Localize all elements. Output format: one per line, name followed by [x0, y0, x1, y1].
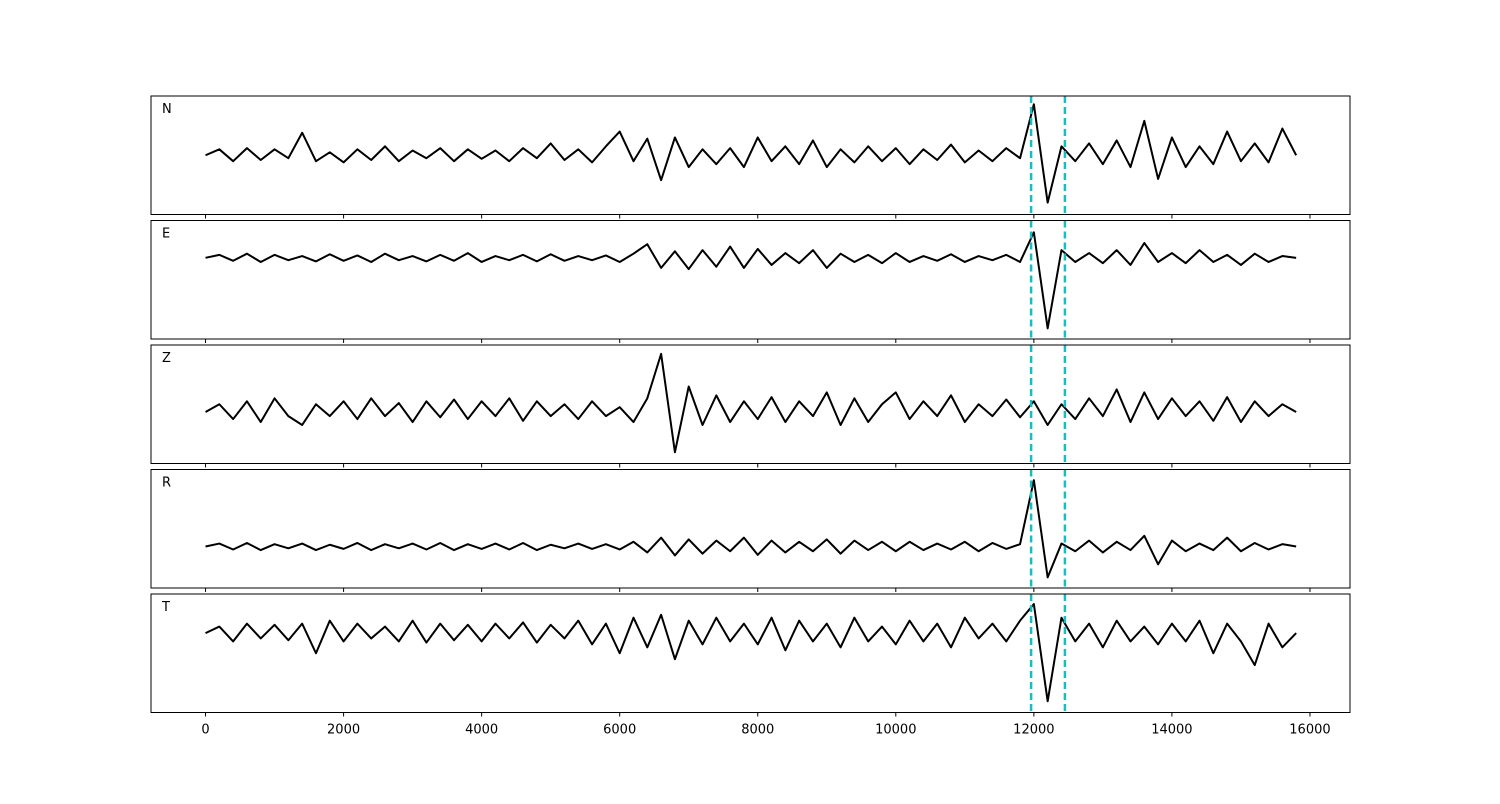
axes-frame — [150, 95, 1351, 215]
axes-frame — [150, 220, 1351, 340]
trace — [205, 231, 1297, 330]
panel-label: N — [162, 102, 172, 117]
x-tick-label: 6000 — [603, 723, 636, 738]
panel-label: Z — [162, 351, 171, 366]
trace — [205, 103, 1298, 204]
trace — [205, 603, 1297, 703]
x-tick-label: 4000 — [465, 723, 498, 738]
panel-label: R — [162, 476, 171, 491]
x-tick-label: 14000 — [1151, 723, 1192, 738]
axes-frame — [150, 344, 1351, 464]
axes-frame — [150, 469, 1351, 589]
x-tick-label: 16000 — [1289, 723, 1330, 738]
x-tick-label: 2000 — [327, 723, 360, 738]
x-tick-label: 0 — [201, 723, 209, 738]
trace — [205, 352, 1297, 454]
x-tick-label: 10000 — [875, 723, 916, 738]
trace — [205, 479, 1297, 579]
panel-label: E — [162, 227, 170, 242]
x-tick-label: 12000 — [1013, 723, 1054, 738]
x-tick-label: 8000 — [741, 723, 774, 738]
axes-frame — [150, 593, 1351, 713]
panel-label: T — [161, 600, 170, 615]
